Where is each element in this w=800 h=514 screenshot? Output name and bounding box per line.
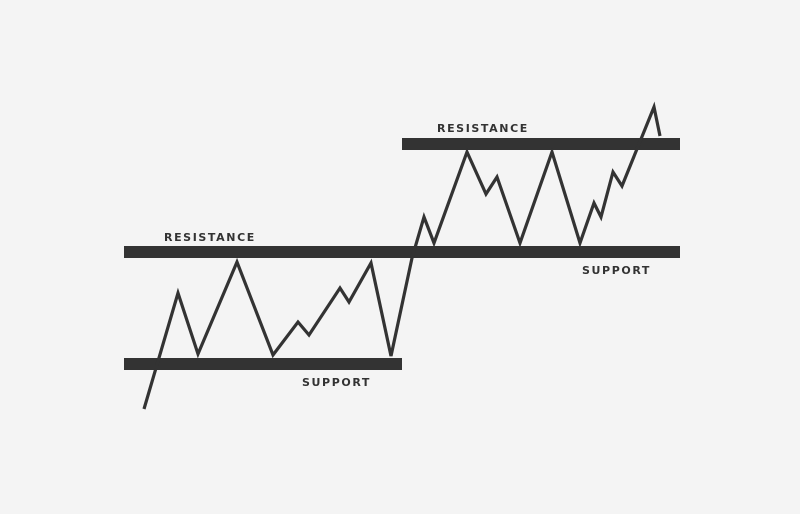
lower-support-label: SUPPORT <box>302 376 371 389</box>
price-line <box>142 101 662 410</box>
middle-level-bar <box>124 246 680 258</box>
upper-resistance-label: RESISTANCE <box>437 122 529 135</box>
lower-support-bar <box>124 358 402 370</box>
middle-support-label: SUPPORT <box>582 264 651 277</box>
upper-resistance-bar <box>402 138 680 150</box>
middle-resistance-label: RESISTANCE <box>164 231 256 244</box>
